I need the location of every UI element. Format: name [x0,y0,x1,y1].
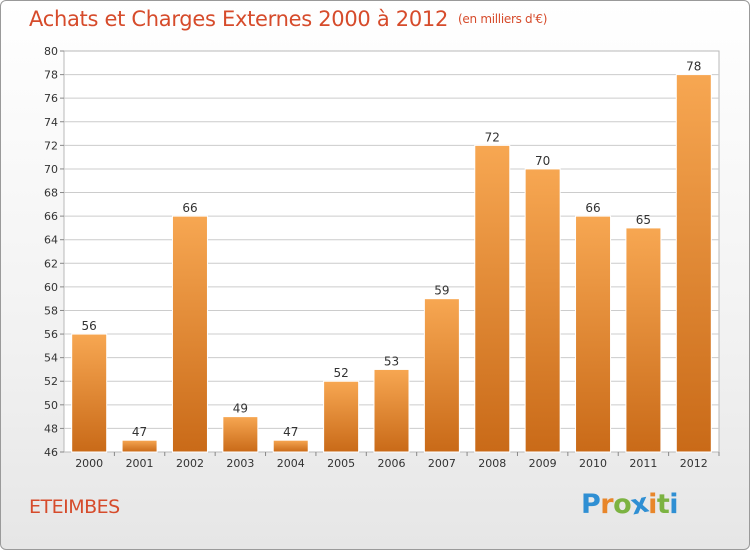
logo-letter: P [581,489,601,520]
x-tick-label: 2000 [75,457,103,470]
y-tick-label: 72 [44,139,58,152]
bar-value-label: 53 [384,354,399,368]
bar [625,227,662,453]
logo-letter: i [669,489,679,520]
y-tick-label: 64 [44,234,58,247]
bar-value-label: 72 [485,130,500,144]
x-tick-label: 2002 [176,457,204,470]
bar-value-label: 59 [434,284,449,298]
bar-value-label: 47 [132,425,147,439]
chart-unit: (en milliers d'€) [458,12,548,26]
bar [323,380,360,453]
x-tick-label: 2005 [327,457,355,470]
y-tick-label: 76 [44,92,58,105]
bar-value-label: 52 [333,366,348,380]
bar [423,298,460,453]
y-tick-label: 70 [44,163,58,176]
logo-letter: i [648,489,657,520]
bar-value-label: 56 [82,319,97,333]
x-tick-label: 2003 [226,457,254,470]
bar [222,416,259,453]
bar-value-label: 78 [686,60,701,74]
bar [524,168,561,453]
x-tick-label: 2004 [277,457,305,470]
chart-title-text: Achats et Charges Externes 2000 à 2012 [29,7,449,31]
bar [71,333,108,453]
logo-letter: o [613,489,632,520]
bar [272,439,309,453]
x-tick-label: 2006 [378,457,406,470]
logo-letter: t [656,489,670,520]
bar-value-label: 47 [283,425,298,439]
x-tick-label: 2008 [478,457,506,470]
x-tick-label: 2001 [126,457,154,470]
y-tick-label: 68 [44,187,58,200]
y-tick-label: 46 [44,446,58,459]
y-tick-label: 80 [44,45,58,58]
bar [121,439,158,453]
proxiti-logo: Proxiti [581,488,679,522]
y-tick-label: 48 [44,422,58,435]
bar [171,215,208,453]
y-tick-label: 50 [44,399,58,412]
bar [575,215,612,453]
y-tick-label: 74 [44,116,58,129]
bar-value-label: 70 [535,154,550,168]
y-tick-label: 60 [44,281,58,294]
y-tick-label: 54 [44,352,58,365]
y-tick-label: 52 [44,375,58,388]
x-tick-label: 2009 [529,457,557,470]
y-tick-label: 66 [44,210,58,223]
bar [675,74,712,453]
bar-value-label: 66 [585,201,600,215]
bar [474,144,511,453]
x-tick-label: 2010 [579,457,607,470]
bar-value-label: 65 [636,213,651,227]
y-tick-label: 78 [44,69,58,82]
commune-name: ETEIMBES [29,496,120,518]
x-tick-label: 2011 [629,457,657,470]
y-tick-label: 58 [44,304,58,317]
y-tick-label: 56 [44,328,58,341]
bar-value-label: 66 [182,201,197,215]
y-tick-label: 62 [44,257,58,270]
bar-value-label: 49 [233,402,248,416]
x-tick-label: 2012 [680,457,708,470]
logo-letter: r [600,489,614,520]
chart-title: Achats et Charges Externes 2000 à 2012 (e… [29,7,547,31]
bar [373,368,410,453]
x-tick-label: 2007 [428,457,456,470]
